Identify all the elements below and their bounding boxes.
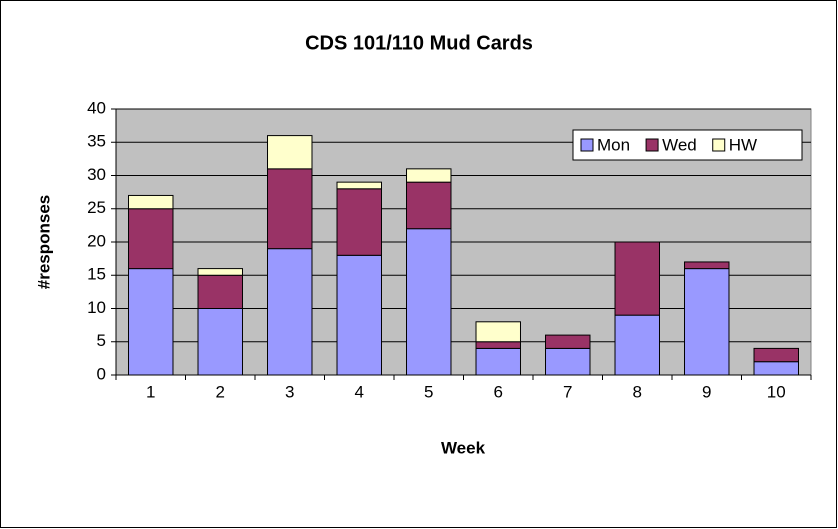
- bar-segment: [336, 254, 382, 376]
- y-tick-label: 10: [87, 298, 106, 317]
- bar-segment: [475, 341, 521, 349]
- chart-title: CDS 101/110 Mud Cards: [305, 32, 533, 54]
- bar-segment: [128, 194, 174, 210]
- bar-segment: [197, 274, 243, 309]
- bar-segment: [128, 268, 174, 376]
- y-tick-label: 40: [87, 98, 106, 117]
- x-tick-label: 4: [355, 382, 364, 401]
- bar-segment: [267, 248, 313, 376]
- bar-segment: [475, 347, 521, 376]
- y-tick-label: 35: [87, 132, 106, 151]
- y-tick-label: 0: [97, 364, 106, 383]
- x-tick-label: 5: [424, 382, 433, 401]
- bar-segment: [336, 188, 382, 256]
- legend-label: Wed: [662, 135, 697, 154]
- x-tick-label: 10: [767, 382, 786, 401]
- bar-segment: [684, 268, 730, 376]
- x-axis-title: Week: [441, 438, 486, 457]
- legend-swatch: [712, 138, 726, 152]
- bar-segment: [406, 181, 452, 230]
- bar-segment: [197, 308, 243, 376]
- bar-segment: [336, 181, 382, 190]
- y-tick-label: 20: [87, 231, 106, 250]
- legend-label: Mon: [597, 135, 630, 154]
- bar-segment: [614, 314, 660, 376]
- bar-segment: [406, 168, 452, 183]
- x-tick-label: 6: [494, 382, 503, 401]
- x-tick-label: 1: [146, 382, 155, 401]
- bar-segment: [753, 361, 799, 376]
- y-tick-label: 25: [87, 198, 106, 217]
- y-tick-label: 30: [87, 165, 106, 184]
- bar-segment: [267, 135, 313, 170]
- legend-swatch: [580, 138, 594, 152]
- bar-segment: [614, 241, 660, 316]
- y-axis-title: #responses: [34, 195, 53, 290]
- x-tick-label: 8: [633, 382, 642, 401]
- x-tick-label: 3: [285, 382, 294, 401]
- x-tick-label: 7: [563, 382, 572, 401]
- legend-swatch: [645, 138, 659, 152]
- x-tick-label: 2: [216, 382, 225, 401]
- bar-segment: [475, 321, 521, 343]
- x-tick-label: 9: [702, 382, 711, 401]
- bar-segment: [684, 261, 730, 270]
- bar-segment: [197, 268, 243, 276]
- legend-box: [572, 129, 803, 161]
- bar-segment: [545, 347, 591, 376]
- y-tick-label: 15: [87, 265, 106, 284]
- bar-segment: [545, 334, 591, 349]
- bar-segment: [753, 347, 799, 363]
- bar-segment: [267, 168, 313, 250]
- bar-segment: [406, 228, 452, 376]
- bar-segment: [128, 208, 174, 270]
- y-tick-label: 5: [97, 331, 106, 350]
- legend-label: HW: [729, 135, 757, 154]
